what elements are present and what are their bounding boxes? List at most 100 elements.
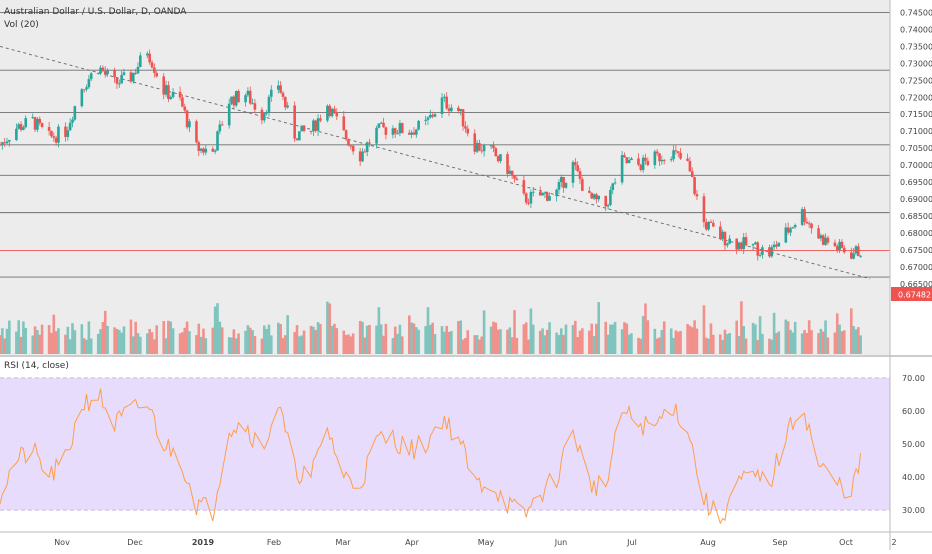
candle-body [312,120,315,132]
volume-bar [761,333,764,354]
volume-bar [316,322,320,354]
candle-body [269,89,273,97]
rsi-tick-label: 50.00 [902,440,925,449]
candle-body [590,192,593,199]
candle-body [167,85,170,99]
volume-bar [644,303,647,354]
candle-body [611,183,615,190]
candle-body [719,226,722,240]
volume-bar [148,328,151,354]
volume-bar [3,338,6,354]
volume-bar [230,337,233,354]
volume-bar [754,324,757,354]
candle-body [52,136,56,138]
volume-bar [265,329,268,354]
candle-body [506,154,509,174]
price-scale[interactable]: 0.74500 0.74000 0.73500 0.73000 0.72500 0.720… [900,8,932,288]
candle-body [414,129,418,135]
candle-body [424,119,427,121]
volume-bar [443,331,446,354]
candle-body [237,91,240,103]
volume-bar [457,321,460,354]
candle-body [623,155,626,158]
candle-body [758,254,762,256]
candle-body [833,242,837,247]
candle-body [695,194,699,197]
volume-bar [68,339,72,354]
volume-bar [506,329,509,354]
candle-body [316,118,320,131]
volume-bar [772,312,776,354]
candle-body [838,241,841,250]
volume-bar [115,328,119,354]
candle-body [0,144,2,146]
volume-bar [361,321,364,354]
candle-body [344,130,348,140]
volume-bar [496,329,500,354]
volume-bar [382,335,385,354]
candle-body [199,148,203,151]
candle-body [478,143,481,151]
volume-bar [286,315,289,354]
candle-body [155,72,158,77]
candle-body [365,142,369,153]
candle-body [712,222,715,227]
volume-bar [377,307,381,354]
candle-body [571,162,575,183]
candle-body [810,223,813,229]
candle-body [396,133,399,135]
candle-body [768,247,771,257]
candle-body [197,142,201,151]
candle-body [80,89,84,107]
candle-body [543,192,547,194]
candle-body [447,108,451,112]
volume-bar [113,327,116,354]
candle-body [480,150,484,152]
candle-body [153,67,156,73]
candle-body [854,246,858,254]
candle-body [655,151,659,154]
volume-bar [707,338,710,354]
time-scale[interactable]: Nov Dec 2019 Feb Mar Apr May Jun Jul Aug Sep Oct 2 [54,538,896,547]
candle-body [440,97,444,115]
candle-body [1,142,4,145]
volume-bar [480,336,484,354]
volume-bar [267,324,271,354]
rsi-scale[interactable]: 70.00 60.00 50.00 40.00 30.00 [902,374,925,515]
volume-bar [849,308,853,354]
volume-bar [852,326,855,354]
candle-body [510,170,514,176]
candle-body [835,246,839,250]
volume-bar [251,330,254,354]
volume-bar [637,337,640,354]
candle-body [230,96,233,104]
price-tick-label: 0.72000 [900,93,932,102]
candle-body [132,72,135,82]
candle-body [314,120,318,131]
candle-body [459,109,463,112]
volume-bar [183,327,187,354]
candle-body [347,139,350,146]
candle-body [545,192,549,201]
candle-body [188,121,191,128]
volume-bar [284,335,287,354]
volume-bar [150,332,154,354]
last-price-tag-label: 0.67482 [898,291,931,300]
volume-bar [688,325,692,354]
candle-body [821,235,825,245]
volume-bar [800,333,804,354]
candle-body [148,53,151,63]
volume-bar [8,320,11,354]
candle-body [50,130,53,137]
price-tick-label: 0.68000 [900,229,932,238]
rsi-tick-label: 70.00 [902,374,925,383]
candle-body [342,116,346,131]
volume-bar [653,328,657,354]
candle-body [457,107,460,112]
candle-body [721,231,724,240]
rsi-tick-label: 40.00 [902,473,925,482]
volume-bar [627,334,631,354]
time-tick-label: Aug [700,538,716,547]
candle-body [277,85,280,90]
